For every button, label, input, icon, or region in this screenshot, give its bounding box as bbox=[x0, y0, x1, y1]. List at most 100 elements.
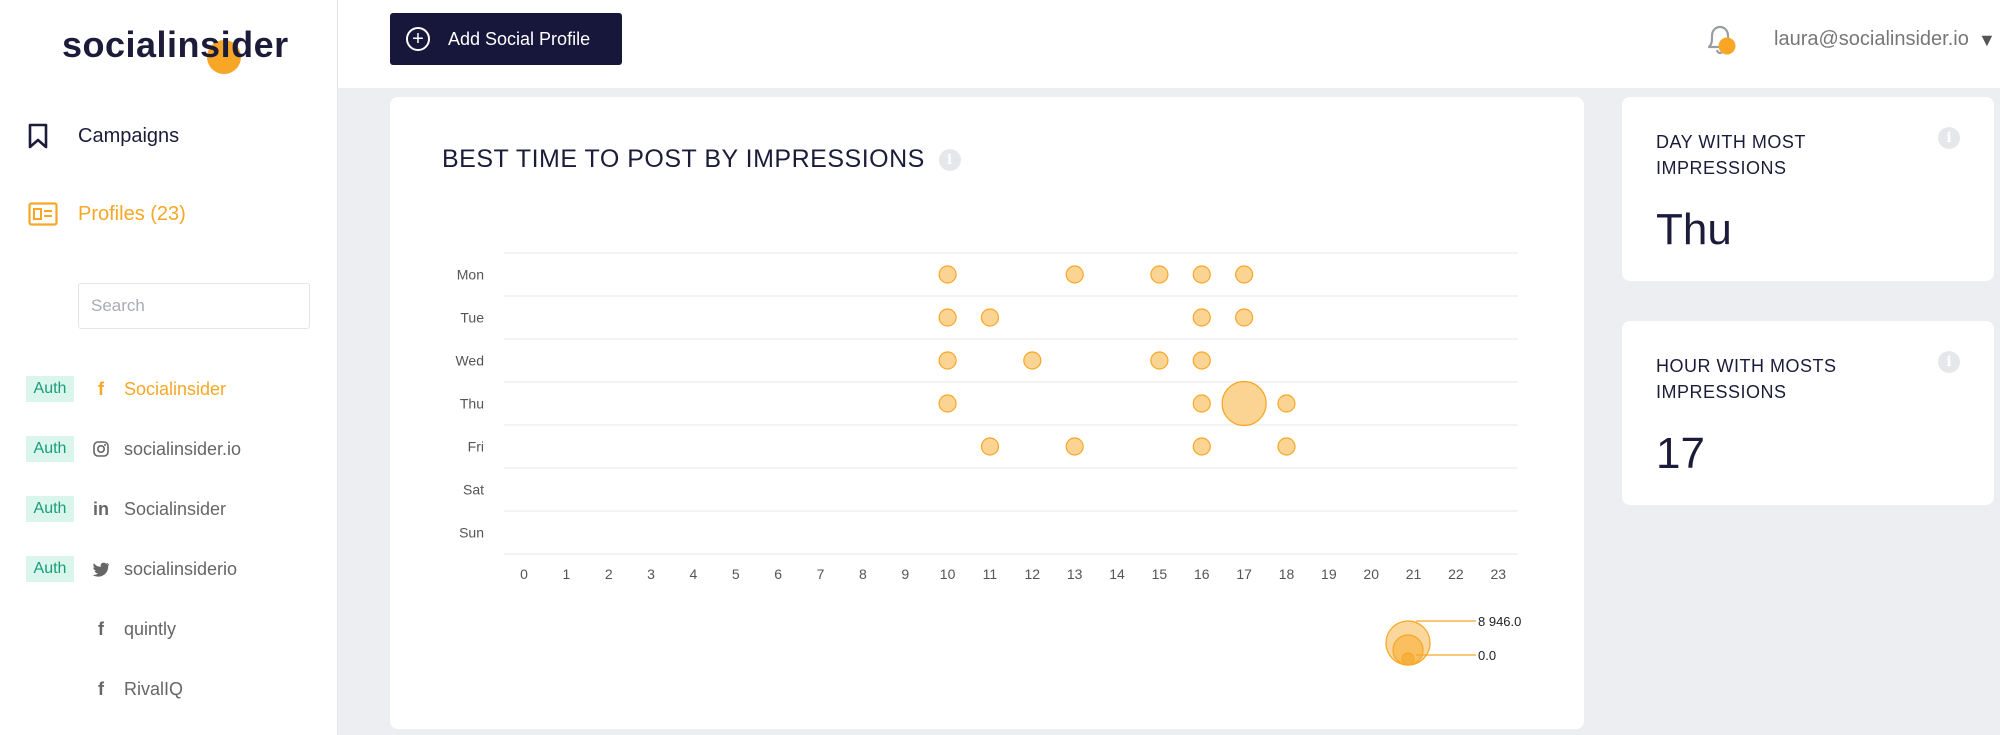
profile-item[interactable]: Auth socialinsiderio bbox=[26, 554, 237, 584]
x-tick-label: 16 bbox=[1194, 566, 1210, 582]
auth-badge[interactable]: Auth bbox=[26, 436, 74, 462]
info-icon[interactable]: i bbox=[1938, 351, 1960, 373]
plus-circle-icon: + bbox=[406, 27, 430, 51]
y-tick-label: Wed bbox=[455, 353, 484, 369]
profile-item[interactable]: Auth in Socialinsider bbox=[26, 494, 226, 524]
y-tick-label: Sat bbox=[463, 482, 484, 498]
add-social-profile-button[interactable]: + Add Social Profile bbox=[390, 13, 622, 65]
x-tick-label: 17 bbox=[1236, 566, 1252, 582]
bubble bbox=[1065, 265, 1084, 284]
y-tick-label: Fri bbox=[468, 439, 484, 455]
chart-title: BEST TIME TO POST BY IMPRESSIONS i bbox=[442, 145, 961, 174]
day-with-most-impressions-card: DAY WITH MOST IMPRESSIONS i Thu bbox=[1622, 97, 1994, 281]
best-time-chart-card: BEST TIME TO POST BY IMPRESSIONS i Mon Tue… bbox=[390, 97, 1584, 729]
bubble bbox=[938, 265, 957, 284]
x-tick-label: 9 bbox=[901, 566, 909, 582]
bubble bbox=[1192, 394, 1211, 413]
profile-item[interactable]: Auth f Socialinsider bbox=[26, 374, 226, 404]
profile-item[interactable]: f RivalIQ bbox=[26, 674, 183, 704]
x-tick-label: 1 bbox=[562, 566, 570, 582]
x-tick-label: 23 bbox=[1490, 566, 1506, 582]
size-legend-min-bubble bbox=[1401, 652, 1415, 666]
info-icon[interactable]: i bbox=[1938, 127, 1960, 149]
x-tick-label: 21 bbox=[1406, 566, 1422, 582]
sidebar: socialinsider Campaigns Profiles (23) Au… bbox=[0, 0, 338, 735]
profile-name: Socialinsider bbox=[124, 498, 227, 519]
bubble bbox=[1150, 351, 1169, 370]
nav-item-profiles[interactable]: Profiles (23) bbox=[28, 198, 186, 230]
bubble bbox=[980, 437, 1000, 456]
x-tick-label: 8 bbox=[859, 566, 867, 582]
bubble bbox=[980, 308, 1000, 327]
x-tick-label: 0 bbox=[520, 566, 528, 582]
auth-badge[interactable]: Auth bbox=[26, 376, 74, 402]
x-tick-label: 10 bbox=[940, 566, 956, 582]
info-icon[interactable]: i bbox=[938, 149, 961, 172]
x-tick-label: 22 bbox=[1448, 566, 1464, 582]
bubble bbox=[1150, 265, 1169, 284]
facebook-icon: f bbox=[98, 618, 104, 639]
profile-name: RivalIQ bbox=[124, 678, 184, 699]
bubble bbox=[1235, 265, 1254, 284]
size-legend-max-label: 8 946.0 bbox=[1478, 614, 1521, 629]
x-tick-label: 2 bbox=[605, 566, 613, 582]
add-social-profile-label: Add Social Profile bbox=[448, 28, 591, 49]
notification-bell-icon[interactable] bbox=[1703, 22, 1737, 58]
stat-value: Thu bbox=[1656, 205, 1732, 254]
y-tick-label: Thu bbox=[460, 396, 484, 412]
nav-item-label: Campaigns bbox=[78, 124, 180, 147]
size-legend-min-label: 0.0 bbox=[1478, 648, 1496, 663]
x-tick-label: 15 bbox=[1152, 566, 1168, 582]
bubble bbox=[1192, 437, 1211, 456]
bubble bbox=[938, 351, 957, 370]
bubble bbox=[1221, 380, 1267, 427]
x-tick-label: 7 bbox=[817, 566, 825, 582]
bubble bbox=[1192, 351, 1211, 370]
user-menu-caret-icon[interactable]: ▼ bbox=[1978, 30, 1996, 50]
bubble bbox=[1192, 308, 1211, 327]
chart-title-text: BEST TIME TO POST BY IMPRESSIONS bbox=[442, 145, 925, 173]
bubble bbox=[1277, 437, 1296, 456]
y-tick-label: Tue bbox=[460, 310, 484, 326]
x-tick-label: 11 bbox=[983, 566, 998, 582]
x-tick-label: 20 bbox=[1363, 566, 1379, 582]
y-tick-label: Sun bbox=[459, 525, 484, 541]
logo-text: socialinsider bbox=[62, 24, 289, 65]
x-tick-label: 12 bbox=[1025, 566, 1041, 582]
stat-label: DAY WITH MOST IMPRESSIONS bbox=[1656, 132, 1806, 178]
profile-item[interactable]: Auth socialinsider.io bbox=[26, 434, 241, 464]
linkedin-icon: in bbox=[93, 498, 109, 519]
bubble bbox=[1023, 351, 1042, 370]
profile-name: socialinsider.io bbox=[124, 438, 242, 459]
topbar: + Add Social Profile laura@socialinsider… bbox=[338, 0, 2000, 88]
bubble bbox=[1065, 437, 1084, 456]
x-tick-label: 3 bbox=[647, 566, 655, 582]
logo-dot-icon bbox=[207, 40, 241, 74]
x-tick-label: 4 bbox=[690, 566, 698, 582]
auth-badge[interactable]: Auth bbox=[26, 496, 74, 522]
y-tick-label: Mon bbox=[457, 267, 484, 283]
x-tick-label: 14 bbox=[1109, 566, 1125, 582]
auth-badge[interactable]: Auth bbox=[26, 556, 74, 582]
stat-value: 17 bbox=[1656, 429, 1705, 478]
x-tick-label: 18 bbox=[1279, 566, 1295, 582]
x-tick-label: 5 bbox=[732, 566, 740, 582]
bookmark-icon bbox=[28, 120, 68, 152]
x-tick-label: 6 bbox=[774, 566, 782, 582]
profile-search-input[interactable] bbox=[78, 283, 310, 329]
profile-card-icon bbox=[28, 198, 68, 230]
instagram-icon bbox=[86, 441, 116, 457]
x-tick-label: 19 bbox=[1321, 566, 1337, 582]
profile-name: socialinsiderio bbox=[124, 558, 238, 579]
profile-name: quintly bbox=[124, 618, 177, 639]
nav-item-campaigns[interactable]: Campaigns bbox=[28, 120, 179, 152]
x-tick-label: 13 bbox=[1067, 566, 1083, 582]
bubble bbox=[1235, 308, 1254, 327]
logo[interactable]: socialinsider bbox=[62, 24, 289, 74]
profile-name: Socialinsider bbox=[124, 378, 227, 399]
user-email[interactable]: laura@socialinsider.io bbox=[1774, 28, 1969, 50]
profile-item[interactable]: f quintly bbox=[26, 614, 176, 644]
stat-label: HOUR WITH MOSTS IMPRESSIONS bbox=[1656, 356, 1837, 402]
bubble bbox=[1192, 265, 1211, 284]
